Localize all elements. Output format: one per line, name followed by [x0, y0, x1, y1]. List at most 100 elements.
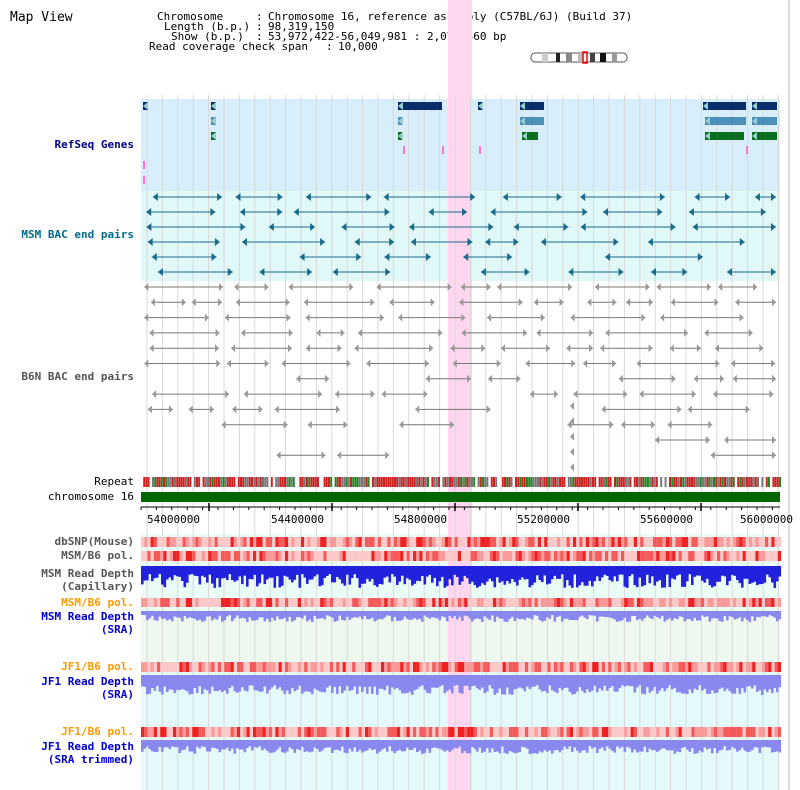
- jf1-trim-depth-bar: [383, 740, 387, 749]
- jf1-sra-depth-bar: [141, 675, 144, 687]
- jf1-pol-trim-heat-cell: [768, 727, 772, 737]
- jf1-b6-pol-trimmed-label[interactable]: JF1/B6 pol.: [61, 725, 134, 738]
- dbsnp-heat-cell: [304, 537, 308, 547]
- dbsnp-heat-cell: [573, 537, 577, 547]
- msm-read-depth-sra-label[interactable]: MSM Read Depth: [41, 610, 134, 623]
- repeat-mark: [730, 477, 733, 487]
- msm-capillary-depth-bar: [473, 566, 477, 585]
- refseq-genes-track[interactable]: [143, 102, 777, 184]
- jf1-trim-depth-bar: [591, 740, 594, 749]
- msm-pol-heat-cell: [278, 551, 282, 561]
- jf1-sra-depth-bar: [226, 675, 229, 694]
- jf1-sra-depth-bar: [173, 675, 177, 694]
- jf1-pol-heat-cell: [614, 662, 618, 672]
- msm-pol-heat-cell: [153, 551, 158, 561]
- jf1-sra-depth-bar: [371, 675, 374, 694]
- jf1-pol-heat-cell: [694, 662, 698, 672]
- msm-pol-heat-cell: [313, 551, 318, 561]
- jf1-pol-trim-heat-cell: [413, 727, 417, 737]
- msm-capillary-depth-bar: [761, 566, 764, 584]
- jf1-sra-depth-bar: [241, 675, 244, 688]
- dbsnp-label[interactable]: dbSNP(Mouse): [54, 535, 134, 548]
- msm-capillary-depth-bar: [158, 566, 162, 575]
- jf1-b6-pol-label[interactable]: JF1/B6 pol.: [61, 660, 134, 673]
- msm-read-depth-capillary-label[interactable]: MSM Read Depth: [41, 567, 134, 580]
- msm-read-depth-capillary-sublabel[interactable]: (Capillary): [61, 580, 134, 593]
- jf1-trim-depth-bar: [298, 740, 302, 751]
- polymorphism-tracks[interactable]: [141, 537, 782, 737]
- bac-end-marker: [296, 374, 301, 383]
- msm-read-depth-sra-sublabel[interactable]: (SRA): [100, 623, 134, 636]
- jf1-sra-depth-bar: [336, 675, 339, 694]
- msm-pol-sra-heat-cell: [461, 598, 465, 607]
- msm-sra-depth-bar: [768, 611, 772, 616]
- msm-capillary-depth-bar: [391, 566, 394, 574]
- msm-bac-track[interactable]: [146, 193, 776, 276]
- bac-end-marker: [720, 374, 724, 383]
- jf1-trim-depth-bar: [308, 740, 312, 753]
- msm-pol-sra-heat-cell: [653, 598, 657, 607]
- msm-pol-heat-cell: [710, 551, 714, 561]
- refseq-genes-label[interactable]: RefSeq Genes: [54, 138, 134, 151]
- jf1-pol-heat-cell: [675, 662, 679, 672]
- msm-capillary-depth-bar: [366, 566, 369, 579]
- b6n-bac-label[interactable]: B6N BAC end pairs: [21, 370, 134, 383]
- bac-end-marker: [600, 344, 605, 353]
- jf1-pol-heat-cell: [374, 662, 378, 672]
- jf1-trim-depth-bar: [463, 740, 467, 752]
- repeat-mark: [231, 477, 234, 487]
- jf1-sra-depth-bar: [676, 675, 679, 693]
- dbsnp-heat-cell: [611, 537, 615, 547]
- jf1-pol-trim-heat-cell: [633, 727, 638, 737]
- dbsnp-heat-cell: [515, 537, 519, 547]
- msm-sra-depth-bar: [691, 611, 694, 621]
- jf1-pol-heat-cell: [688, 662, 692, 672]
- read-depth-tracks[interactable]: [141, 566, 782, 754]
- b6n-bac-track[interactable]: [144, 283, 776, 472]
- jf1-read-depth-sra-label[interactable]: JF1 Read Depth: [41, 675, 134, 688]
- dbsnp-heat-cell: [505, 537, 510, 547]
- dbsnp-heat-cell: [205, 537, 209, 547]
- jf1-sra-depth-bar: [451, 675, 454, 694]
- gene-feature: [522, 132, 538, 140]
- bac-end-marker: [385, 451, 390, 460]
- msm-capillary-depth-bar: [161, 566, 164, 585]
- msm-capillary-depth-bar: [486, 566, 489, 582]
- msm-pol-heat-cell: [601, 551, 606, 561]
- jf1-trim-depth-bar: [598, 740, 602, 749]
- msm-bac-label[interactable]: MSM BAC end pairs: [21, 228, 134, 241]
- jf1-trim-depth-bar: [748, 740, 752, 752]
- bac-end-marker: [318, 390, 323, 399]
- msm-pol-heat-cell: [739, 551, 743, 561]
- jf1-sra-depth-bar: [218, 675, 222, 691]
- bac-end-marker: [704, 328, 709, 337]
- jf1-read-depth-trimmed-label[interactable]: JF1 Read Depth: [41, 740, 134, 753]
- jf1-pol-heat-cell: [259, 662, 263, 672]
- jf1-sra-depth-bar: [193, 675, 197, 689]
- msm-b6-pol-label[interactable]: MSM/B6 pol.: [61, 549, 134, 562]
- repeat-track[interactable]: [141, 477, 781, 487]
- jf1-sra-depth-bar: [401, 675, 404, 694]
- selection-highlight[interactable]: [448, 0, 472, 790]
- jf1-pol-trim-heat-cell: [313, 727, 318, 737]
- chromosome-sep: :: [256, 10, 263, 23]
- msm-pol-sra-heat-cell: [454, 598, 458, 607]
- chromosome-ideogram[interactable]: [530, 51, 628, 64]
- repeat-mark: [477, 477, 480, 487]
- repeat-mark: [699, 477, 702, 487]
- jf1-pol-trim-heat-cell: [317, 727, 321, 737]
- bac-end-marker: [268, 223, 274, 231]
- repeat-mark: [609, 477, 612, 487]
- jf1-read-depth-trimmed-sublabel[interactable]: (SRA trimmed): [47, 753, 134, 766]
- jf1-trim-depth-bar: [221, 740, 224, 750]
- msm-capillary-depth-bar: [541, 566, 544, 583]
- msm-capillary-depth-bar: [751, 566, 754, 583]
- msm-b6-pol-sra-label[interactable]: MSM/B6 pol.: [61, 596, 134, 609]
- coverage-key: Read coverage check span: [149, 40, 308, 53]
- jf1-sra-depth-bar: [301, 675, 304, 694]
- jf1-read-depth-sra-sublabel[interactable]: (SRA): [100, 688, 134, 701]
- jf1-sra-depth-bar: [543, 675, 547, 691]
- repeat-mark: [702, 477, 704, 487]
- gene-feature: [703, 102, 746, 110]
